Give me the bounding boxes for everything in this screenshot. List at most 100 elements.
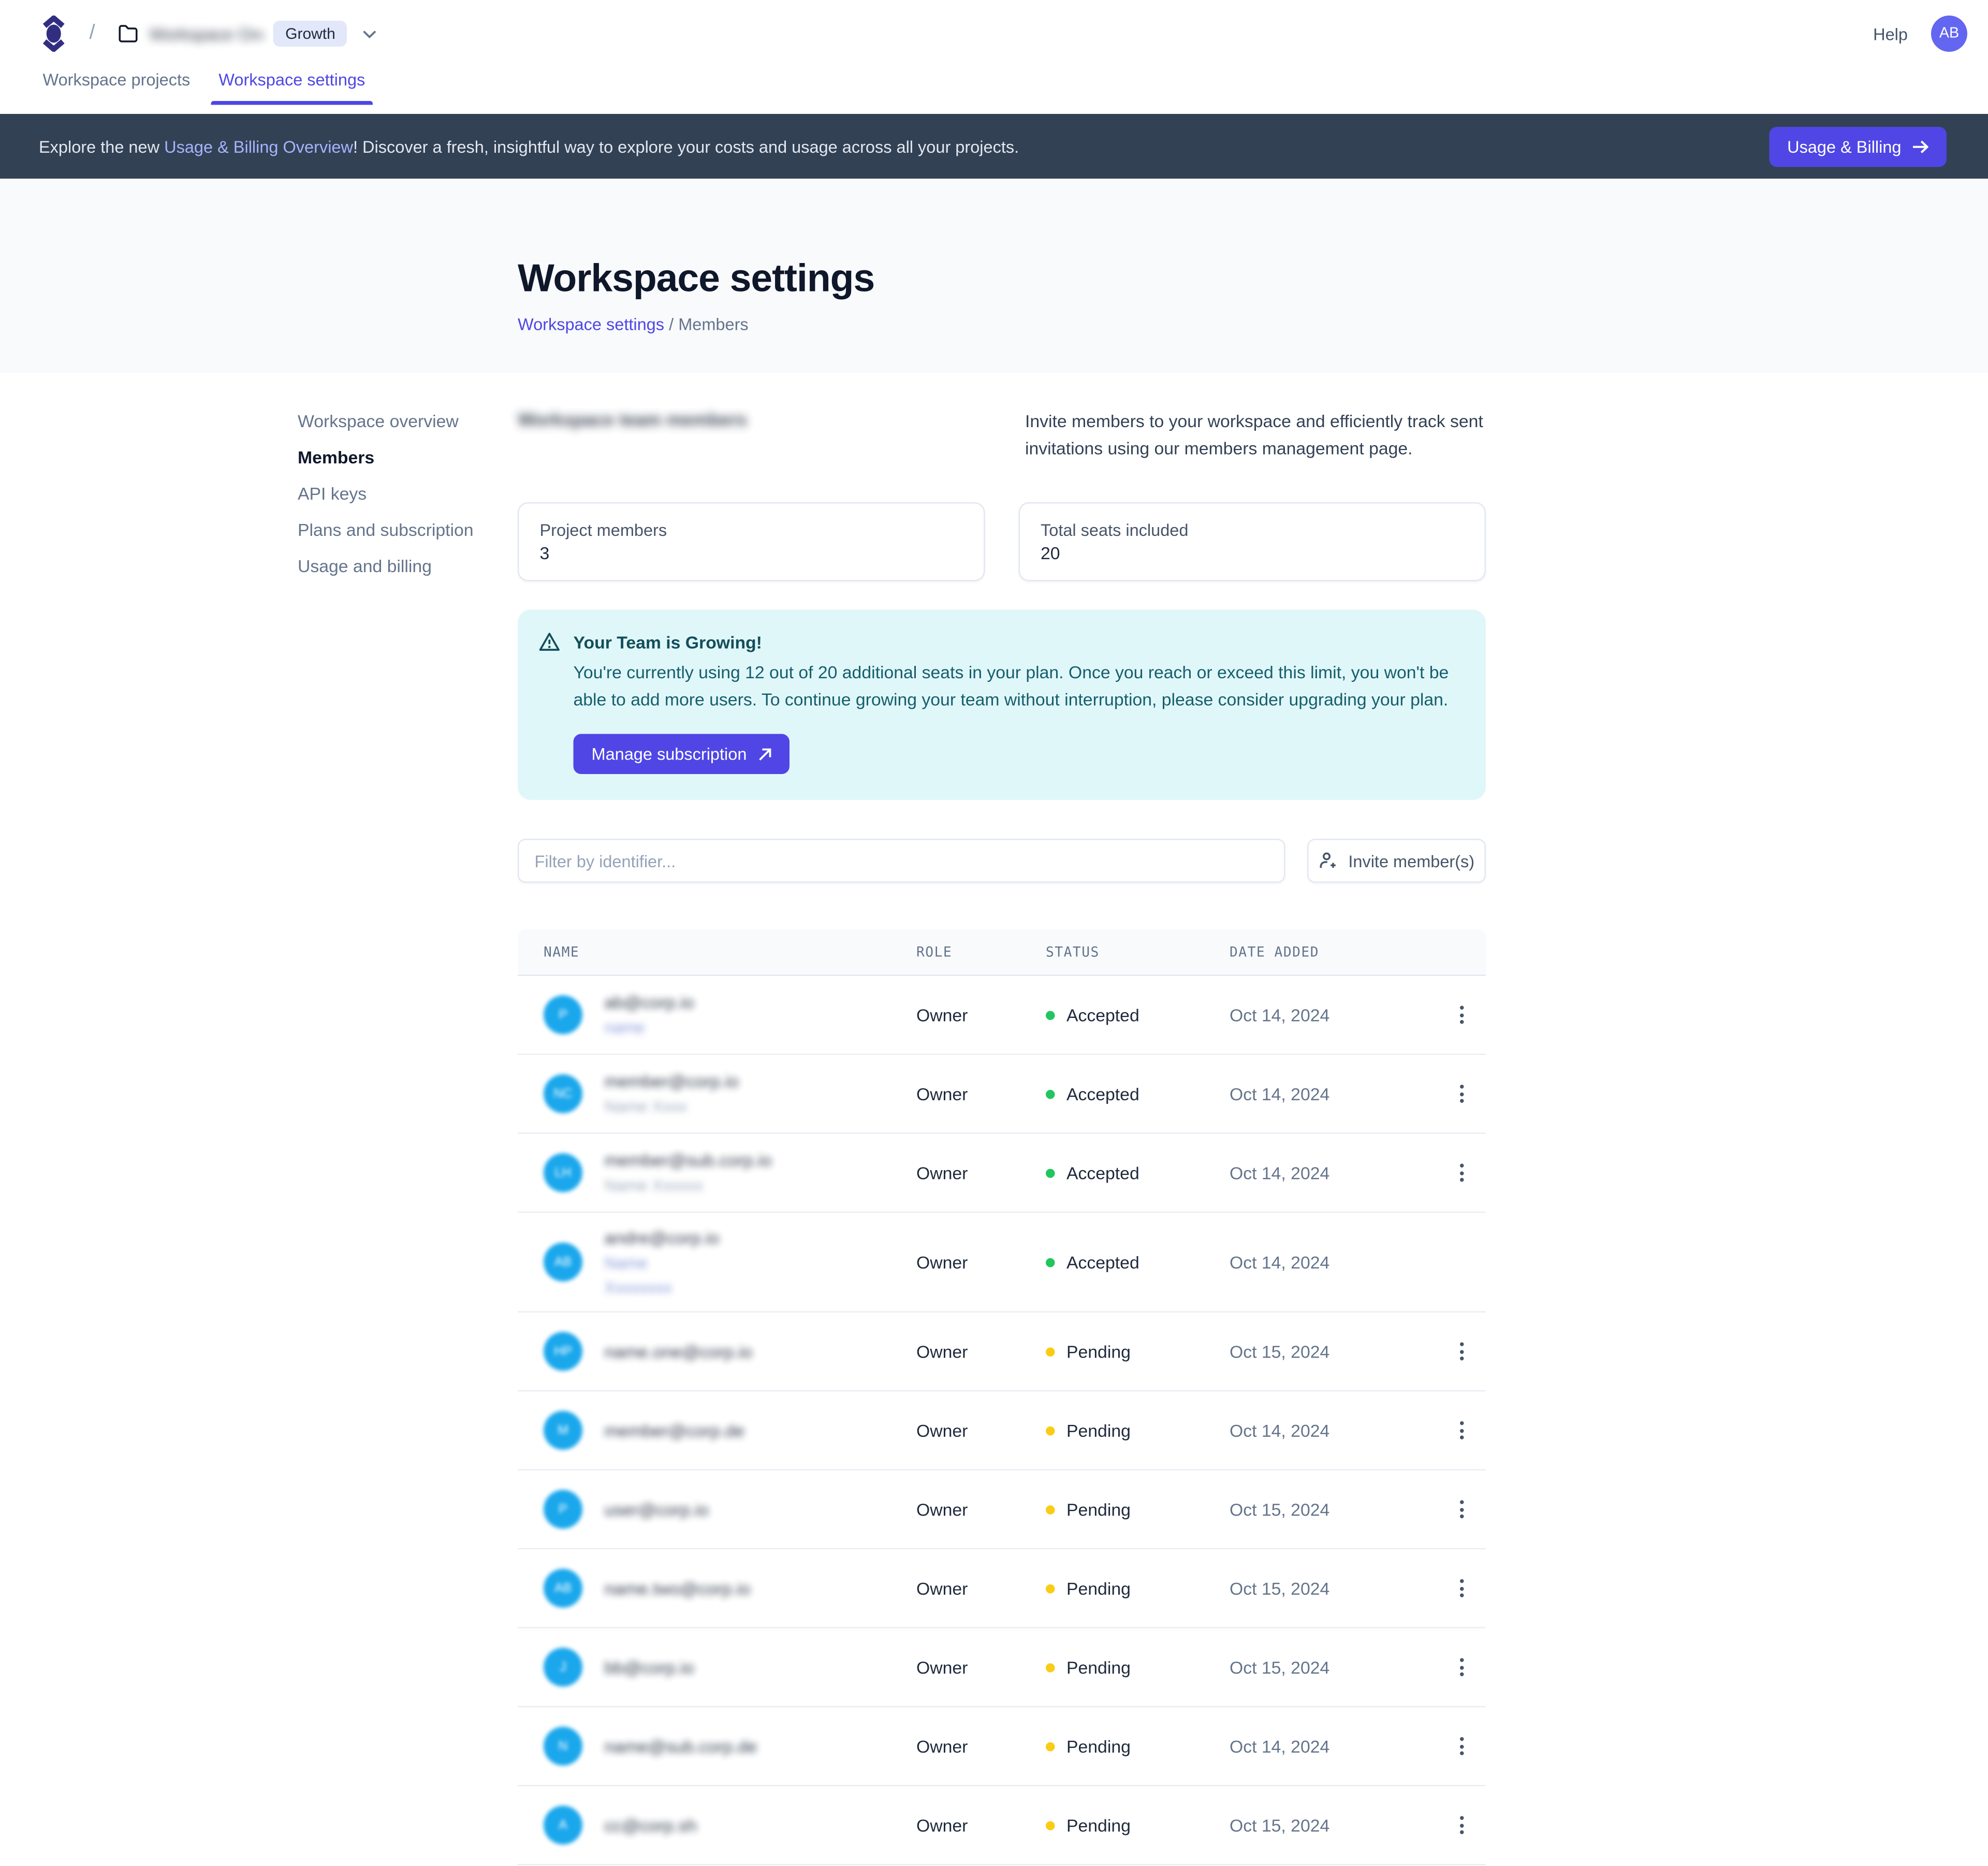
row-menu-button[interactable]: [1437, 1416, 1486, 1445]
arrow-right-icon: [1912, 139, 1928, 154]
member-date-added: Oct 14, 2024: [1230, 1420, 1330, 1440]
member-secondary: Name: [604, 1253, 648, 1272]
status-dot: [1046, 1741, 1055, 1751]
status-dot: [1046, 1347, 1055, 1356]
app-logo-icon[interactable]: [41, 16, 66, 52]
member-date-added: Oct 15, 2024: [1230, 1578, 1330, 1598]
member-avatar: M: [544, 1411, 582, 1450]
project-members-card: Project members 3: [518, 502, 985, 581]
banner-text: Explore the new Usage & Billing Overview…: [39, 136, 1019, 156]
member-avatar: P: [544, 995, 582, 1034]
member-email: member@corp.de: [604, 1420, 745, 1440]
table-row: AB name.two@corp.io Owner Pending Oct 15…: [518, 1550, 1486, 1629]
usage-billing-button[interactable]: Usage & Billing: [1769, 126, 1947, 167]
row-menu-button[interactable]: [1437, 1001, 1486, 1029]
member-secondary: Name Xxxx: [604, 1098, 688, 1116]
member-email: ab@corp.io: [604, 993, 694, 1013]
member-avatar: AB: [544, 1243, 582, 1282]
kebab-menu-icon: [1454, 1416, 1469, 1445]
row-menu-button[interactable]: [1437, 1574, 1486, 1602]
row-menu-button[interactable]: [1437, 1653, 1486, 1682]
column-header-name: NAME: [544, 944, 580, 960]
row-menu-button[interactable]: [1437, 1337, 1486, 1366]
help-link[interactable]: Help: [1873, 24, 1908, 43]
card-label: Total seats included: [1041, 520, 1189, 540]
member-avatar: P: [544, 1490, 582, 1529]
member-date-added: Oct 14, 2024: [1230, 1084, 1330, 1104]
sidebar-item-api-keys[interactable]: API keys: [298, 484, 367, 504]
member-secondary: Xxxxxxxx: [604, 1278, 672, 1296]
card-label: Project members: [539, 520, 667, 540]
user-plus-icon: [1319, 852, 1338, 870]
status-dot: [1046, 1583, 1055, 1593]
settings-sidebar: Workspace overview Members API keys Plan…: [298, 409, 518, 1865]
member-role: Owner: [916, 1736, 968, 1756]
tab-workspace-settings[interactable]: Workspace settings: [211, 67, 373, 105]
card-value: 3: [539, 543, 550, 563]
member-avatar: NC: [544, 1074, 582, 1114]
manage-subscription-button[interactable]: Manage subscription: [573, 734, 790, 775]
member-role: Owner: [916, 1342, 968, 1361]
status-dot: [1046, 1010, 1055, 1019]
folder-icon: [119, 25, 139, 43]
member-role: Owner: [916, 1657, 968, 1677]
workspace-name: Workspace One: [149, 24, 264, 43]
member-email: bb@corp.io: [604, 1657, 694, 1677]
row-menu-button[interactable]: [1437, 1159, 1486, 1187]
column-header-role: ROLE: [916, 944, 953, 960]
breadcrumb-settings-link[interactable]: Workspace settings: [518, 314, 665, 334]
row-menu-button[interactable]: [1437, 1495, 1486, 1524]
table-row: P user@corp.io Owner Pending Oct 15, 202…: [518, 1470, 1486, 1550]
table-row: N name@sub.corp.de Owner Pending Oct 14,…: [518, 1708, 1486, 1787]
column-header-date-added: DATE ADDED: [1230, 944, 1320, 960]
arrow-up-right-icon: [758, 748, 771, 761]
status-dot: [1046, 1820, 1055, 1830]
user-avatar[interactable]: AB: [1931, 16, 1967, 52]
member-avatar: N: [544, 1727, 582, 1766]
chevron-down-icon[interactable]: [362, 29, 377, 38]
table-header: NAME ROLE STATUS DATE ADDED: [518, 929, 1486, 976]
sidebar-item-plans-subscription[interactable]: Plans and subscription: [298, 520, 474, 540]
alert-title: Your Team is Growing!: [573, 633, 762, 652]
kebab-menu-icon: [1454, 1080, 1469, 1108]
members-intro-text: Invite members to your workspace and eff…: [1025, 412, 1483, 458]
workspace-breadcrumb[interactable]: Workspace One Growth: [119, 21, 377, 47]
column-header-status: STATUS: [1046, 944, 1100, 960]
member-date-added: Oct 15, 2024: [1230, 1499, 1330, 1519]
kebab-menu-icon: [1454, 1574, 1469, 1602]
tab-workspace-projects[interactable]: Workspace projects: [42, 70, 191, 90]
member-role: Owner: [916, 1499, 968, 1519]
member-date-added: Oct 14, 2024: [1230, 1252, 1330, 1272]
member-avatar: HP: [544, 1332, 582, 1371]
total-seats-card: Total seats included 20: [1018, 502, 1486, 581]
sidebar-item-workspace-overview[interactable]: Workspace overview: [298, 412, 459, 431]
kebab-menu-icon: [1454, 1001, 1469, 1029]
member-avatar: LH: [544, 1153, 582, 1192]
invite-members-button[interactable]: Invite member(s): [1307, 839, 1486, 883]
member-role: Owner: [916, 1815, 968, 1835]
sidebar-item-members[interactable]: Members: [298, 448, 375, 468]
table-row: NC member@corp.io Name Xxxx Owner Accept…: [518, 1055, 1486, 1134]
filter-input[interactable]: [518, 839, 1285, 883]
member-email: name.two@corp.io: [604, 1578, 751, 1598]
status-dot: [1046, 1425, 1055, 1435]
kebab-menu-icon: [1454, 1732, 1469, 1760]
usage-billing-overview-link[interactable]: Usage & Billing Overview: [164, 136, 353, 156]
kebab-menu-icon: [1454, 1495, 1469, 1524]
member-role: Owner: [916, 1163, 968, 1183]
sidebar-item-usage-billing[interactable]: Usage and billing: [298, 557, 432, 576]
member-status: Pending: [1046, 1421, 1230, 1440]
member-status: Accepted: [1046, 1163, 1230, 1183]
member-email: member@corp.io: [604, 1072, 739, 1091]
member-secondary: name: [604, 1018, 645, 1037]
row-menu-button[interactable]: [1437, 1811, 1486, 1840]
member-status: Pending: [1046, 1579, 1230, 1598]
row-menu-button[interactable]: [1437, 1080, 1486, 1108]
members-panel: Workspace team members Invite members to…: [518, 409, 1486, 1865]
table-row: A cc@corp.sh Owner Pending Oct 15, 2024: [518, 1786, 1486, 1865]
row-menu-button[interactable]: [1437, 1732, 1486, 1760]
content-area: Workspace overview Members API keys Plan…: [0, 373, 1988, 1865]
members-section-title: Workspace team members: [518, 409, 747, 430]
member-status: Accepted: [1046, 1084, 1230, 1103]
